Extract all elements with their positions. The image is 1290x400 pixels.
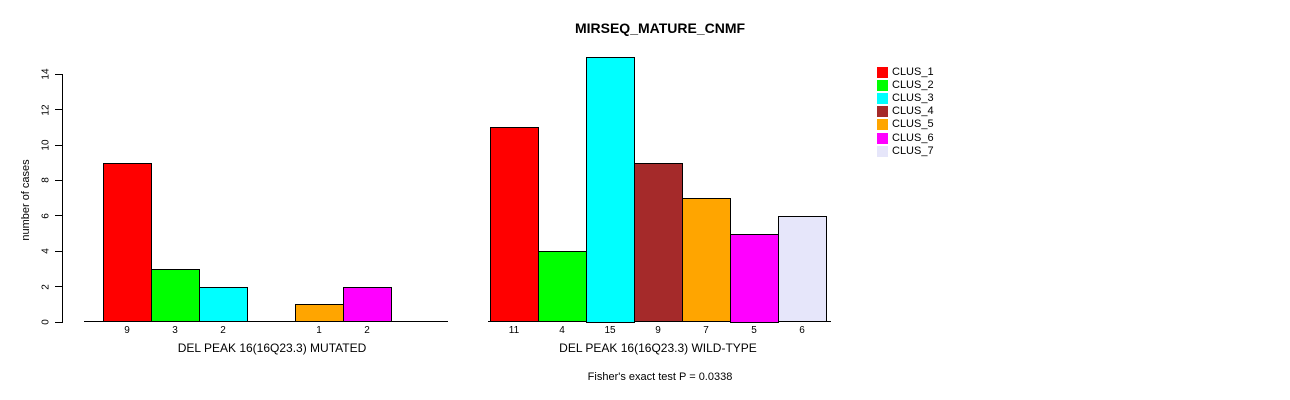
bar-value-label: 4: [559, 325, 565, 336]
legend-label: CLUS_6: [892, 132, 934, 144]
bar-clus_6: [730, 234, 779, 323]
bar-value-label: 2: [364, 325, 370, 336]
y-axis-label: number of cases: [20, 159, 32, 241]
y-axis-line: [62, 74, 63, 323]
bar-clus_6: [343, 287, 392, 322]
legend-row-clus_6: CLUS_6: [877, 132, 934, 144]
bar-clus_7: [778, 216, 827, 322]
y-axis-tick: [55, 322, 62, 323]
x-axis-line: [84, 321, 448, 322]
legend-label: CLUS_5: [892, 118, 934, 130]
group-label-mutated: DEL PEAK 16(16Q23.3) MUTATED: [177, 341, 367, 355]
y-axis-tick: [55, 215, 62, 216]
legend-label: CLUS_1: [892, 66, 934, 78]
y-axis-tick-label: 4: [40, 248, 52, 254]
legend-swatch-icon: [877, 118, 888, 130]
group-label-wild-type: DEL PEAK 16(16Q23.3) WILD-TYPE: [559, 341, 757, 355]
bar-value-label: 9: [124, 325, 130, 336]
bar-value-label: 15: [604, 325, 616, 336]
fisher-test-annotation: Fisher's exact test P = 0.0338: [587, 371, 733, 383]
bar-clus_3: [586, 57, 635, 323]
bar-value-label: 5: [751, 325, 757, 336]
legend-swatch-icon: [877, 66, 888, 78]
bar-value-label: 2: [220, 325, 226, 336]
legend-row-clus_7: CLUS_7: [877, 145, 934, 157]
bar-clus_5: [682, 198, 731, 322]
legend-swatch-icon: [877, 79, 888, 91]
legend-row-clus_3: CLUS_3: [877, 92, 934, 104]
y-axis-tick-label: 10: [40, 139, 52, 151]
bar-value-label: 11: [508, 325, 520, 336]
legend-swatch-icon: [877, 145, 888, 157]
y-axis-tick-label: 8: [40, 177, 52, 183]
bar-value-label: 1: [316, 325, 322, 336]
bar-clus_1: [490, 127, 539, 322]
legend-label: CLUS_2: [892, 79, 934, 91]
legend-swatch-icon: [877, 92, 888, 104]
bar-value-label: 7: [703, 325, 709, 336]
bar-value-label: 9: [655, 325, 661, 336]
legend-swatch-icon: [877, 105, 888, 117]
legend-row-clus_4: CLUS_4: [877, 105, 934, 117]
legend-row-clus_1: CLUS_1: [877, 66, 934, 78]
legend-label: CLUS_3: [892, 92, 934, 104]
y-axis-tick-label: 2: [40, 284, 52, 290]
legend-swatch-icon: [877, 132, 888, 144]
bar-clus_2: [538, 251, 587, 322]
bar-value-label: 3: [172, 325, 178, 336]
chart-title: MIRSEQ_MATURE_CNMF: [574, 20, 746, 36]
y-axis-tick: [55, 251, 62, 252]
y-axis-tick: [55, 109, 62, 110]
bar-clus_3: [199, 287, 248, 322]
bar-value-label: 6: [799, 325, 805, 336]
bar-clus_4: [634, 163, 683, 322]
y-axis-tick-label: 0: [40, 319, 52, 325]
legend-label: CLUS_4: [892, 105, 934, 117]
bar-clus_5: [295, 304, 344, 322]
legend-row-clus_5: CLUS_5: [877, 118, 934, 130]
y-axis-tick: [55, 286, 62, 287]
legend-label: CLUS_7: [892, 145, 934, 157]
y-axis-tick: [55, 145, 62, 146]
y-axis-tick-label: 6: [40, 213, 52, 219]
y-axis-tick: [55, 180, 62, 181]
y-axis-tick-label: 14: [40, 68, 52, 80]
bar-clus_2: [151, 269, 200, 322]
legend-row-clus_2: CLUS_2: [877, 79, 934, 91]
y-axis-tick-label: 12: [40, 104, 52, 116]
y-axis-tick: [55, 74, 62, 75]
bar-clus_1: [103, 163, 152, 322]
